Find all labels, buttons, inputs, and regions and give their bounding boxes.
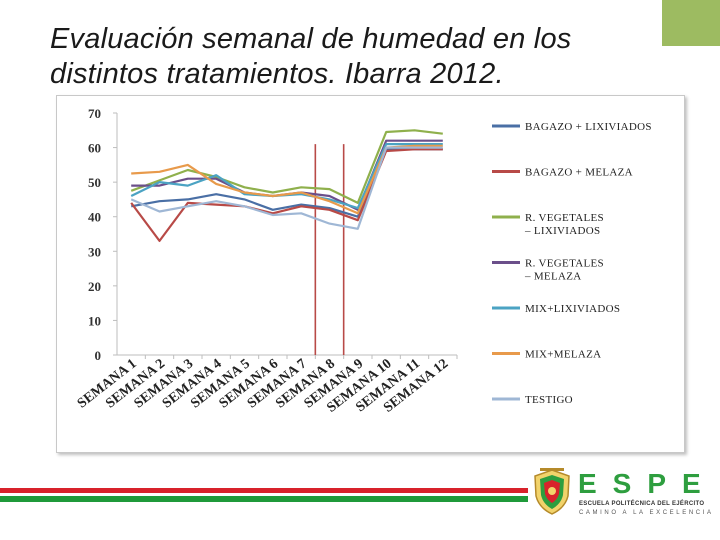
y-tick-label: 40 [88, 210, 101, 225]
legend-entry-label: BAGAZO + LIXIVIADOS [525, 121, 652, 133]
legend-entry-label: MIX+LIXIVIADOS [525, 303, 620, 315]
slide-title: Evaluación semanal de humedad en los dis… [50, 22, 571, 92]
legend-entry-label: R. VEGETALES – LIXIVIADOS [524, 212, 604, 237]
y-tick-label: 20 [88, 279, 101, 294]
brand-institution: ESCUELA POLITÉCNICA DEL EJÉRCITO [579, 501, 705, 507]
markers-layer [314, 144, 345, 355]
series-layer [130, 129, 443, 242]
y-tick-label: 60 [88, 141, 101, 156]
brand-name: ESPE [578, 468, 717, 499]
series-line-2 [130, 148, 443, 242]
series-line-5 [130, 142, 443, 210]
y-tick-label: 30 [88, 244, 101, 259]
footer-stripe-white [0, 493, 528, 496]
series-line-6 [131, 144, 443, 215]
series-line-1 [131, 148, 443, 218]
legend-entry-label: R. VEGETALES – MELAZA [524, 258, 604, 283]
y-tick-label: 50 [88, 175, 101, 190]
espe-logo: ESPE ESCUELA POLITÉCNICA DEL EJÉRCITO CA… [530, 468, 715, 528]
slide-title-line-2: distintos tratamientos. Ibarra 2012. [50, 58, 504, 90]
university-seal-icon [534, 468, 570, 515]
y-tick-label: 0 [95, 348, 102, 363]
legend-entry-label: TESTIGO [525, 394, 573, 406]
legend-entry-label: MIX+MELAZA [525, 349, 601, 361]
footer-stripe-green [0, 496, 528, 502]
series-line-7 [130, 146, 443, 230]
y-tick-label: 10 [88, 313, 101, 328]
legend-layer: BAGAZO + LIXIVIADOS BAGAZO + MELAZA R. VEG… [492, 121, 652, 406]
legend-entry-label: BAGAZO + MELAZA [525, 167, 633, 179]
y-tick-label: 70 [88, 106, 101, 121]
corner-accent-block [662, 0, 720, 46]
slide-title-line-1: Evaluación semanal de humedad en los [50, 23, 572, 55]
series-line-3 [130, 129, 443, 205]
footer-stripe-red [0, 488, 528, 493]
brand-motto: CAMINO A LA EXCELENCIA [579, 510, 714, 516]
footer-stripe [0, 488, 528, 502]
